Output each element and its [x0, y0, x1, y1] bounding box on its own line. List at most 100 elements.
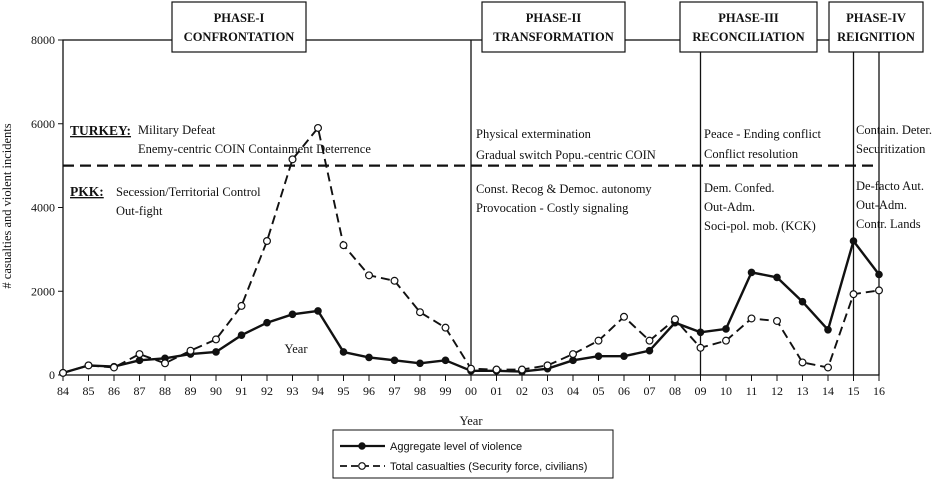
- total-casualties-point: [619, 312, 628, 321]
- phase2-pkk-strategy: Const. Recog & Democ. autonomy: [476, 182, 652, 196]
- total-casualties-point: [288, 155, 297, 164]
- aggregate-violence-point: [263, 318, 271, 327]
- aggregate-violence-point: [747, 268, 756, 277]
- aggregate-violence-point: [339, 348, 348, 356]
- aggregate-violence-point: [416, 359, 424, 368]
- aggregate-violence-point: [441, 356, 450, 365]
- phase-headers: PHASE-I CONFRONTATION PHASE-II TRANSFORMATI…: [171, 1, 924, 53]
- x-tick-label: 98: [414, 384, 426, 398]
- phase-header-line: PHASE-IV: [846, 11, 906, 25]
- aggregate-violence-point: [849, 237, 858, 245]
- total-casualties-point: [670, 315, 679, 324]
- total-casualties-point: [339, 241, 348, 250]
- x-tick-label: 94: [312, 384, 324, 398]
- y-tick-label: 6000: [31, 117, 55, 131]
- x-tick-label: 92: [261, 384, 273, 398]
- x-tick-label: 06: [618, 384, 630, 398]
- x-tick-label: 02: [516, 384, 528, 398]
- x-tick-label: 04: [567, 384, 579, 398]
- phase-header-box: [679, 1, 818, 53]
- phase4-pkk-strategy: Contr. Lands: [856, 217, 921, 231]
- phase-header-line: REIGNITION: [837, 30, 915, 44]
- phase1-pkk-strategy: Out-fight: [116, 204, 163, 218]
- phase-header-line: PHASE-II: [526, 11, 582, 25]
- phase-header-line: TRANSFORMATION: [493, 30, 614, 44]
- y-tick-label: 8000: [31, 33, 55, 47]
- total-casualties-point: [135, 350, 144, 359]
- aggregate-violence-point: [237, 331, 246, 340]
- aggregate-violence-point: [569, 356, 577, 365]
- total-casualties-point: [798, 358, 807, 367]
- x-tick-label: 07: [644, 384, 656, 398]
- aggregate-violence-point: [798, 297, 807, 306]
- total-casualties-point: [263, 237, 272, 246]
- phase-header-line: PHASE-III: [718, 11, 779, 25]
- phase4-turkey-strategy: Securitization: [856, 142, 926, 156]
- x-tick-label: 86: [108, 384, 120, 398]
- y-tick-label: 4000: [31, 201, 55, 215]
- x-tick-label: 13: [797, 384, 809, 398]
- aggregate-violence-point: [824, 325, 832, 334]
- x-tick-label: 15: [848, 384, 860, 398]
- phase-header-box: [481, 1, 626, 53]
- legend-entry-label: Aggregate level of violence: [390, 441, 522, 453]
- x-tick-label: 85: [83, 384, 95, 398]
- total-casualties-point: [58, 368, 67, 377]
- total-casualties-point: [109, 363, 118, 372]
- total-casualties-point: [441, 323, 450, 332]
- phase3-pkk-strategy: Out-Adm.: [704, 200, 755, 214]
- total-casualties-point: [568, 350, 577, 359]
- y-axis-title: # casualties and violent incidents: [0, 123, 14, 288]
- phase3-pkk-strategy: Dem. Confed.: [704, 181, 774, 195]
- phase-header-line: PHASE-I: [214, 11, 265, 25]
- x-tick-label: 09: [695, 384, 707, 398]
- aggregate-violence-point: [390, 356, 399, 365]
- legend: Aggregate level of violence Total casualt…: [332, 429, 614, 479]
- x-tick-label: 10: [720, 384, 732, 398]
- phase3-turkey-strategy: Conflict resolution: [704, 147, 799, 161]
- total-casualties-point: [390, 276, 399, 285]
- total-casualties-point: [517, 365, 526, 374]
- aggregate-violence-point: [645, 346, 654, 355]
- total-casualties-point: [721, 336, 730, 345]
- total-casualties-point: [594, 336, 603, 345]
- phase1-pkk-strategy: Secession/Territorial Control: [116, 185, 261, 199]
- total-casualties-point: [161, 359, 170, 368]
- aggregate-violence-point: [696, 328, 705, 337]
- phase4-pkk-strategy: De-facto Aut.: [856, 179, 924, 193]
- x-tick-label: 88: [159, 384, 171, 398]
- total-casualties-point: [84, 361, 93, 370]
- total-casualties-point: [492, 365, 501, 374]
- x-tick-label: 11: [746, 384, 758, 398]
- x-tick-label: 97: [389, 384, 401, 398]
- aggregate-violence-point: [620, 352, 628, 360]
- phase4-turkey-strategy: Contain. Deter.: [856, 123, 932, 137]
- total-casualties-point: [467, 364, 476, 373]
- phase4-pkk-strategy: Out-Adm.: [856, 198, 907, 212]
- legend-marker-open: [358, 462, 366, 470]
- total-casualties-point: [747, 314, 756, 323]
- x-tick-label: 91: [236, 384, 248, 398]
- total-casualties-point: [543, 361, 552, 370]
- x-tick-label: 03: [542, 384, 554, 398]
- legend-entry-label: Total casualties (Security force, civili…: [390, 461, 587, 473]
- aggregate-violence-point: [594, 352, 603, 360]
- phase-dividers: [63, 40, 879, 375]
- phase-header-line: RECONCILIATION: [692, 30, 804, 44]
- x-tick-label: 01: [491, 384, 503, 398]
- total-casualties-point: [772, 316, 781, 325]
- total-casualties-point: [696, 343, 705, 352]
- phase-header-line: CONFRONTATION: [184, 30, 295, 44]
- total-casualties-point: [237, 301, 246, 310]
- x-tick-label: 93: [287, 384, 299, 398]
- total-casualties-point: [823, 363, 832, 372]
- x-tick-label: 99: [440, 384, 452, 398]
- legend-marker-filled: [358, 442, 366, 450]
- phase1-turkey-strategy: Military Defeat: [138, 123, 216, 137]
- x-tick-label: 95: [338, 384, 350, 398]
- y-tick-label: 0: [49, 368, 55, 382]
- x-tick-label: 14: [822, 384, 834, 398]
- x-tick-label: 96: [363, 384, 375, 398]
- phase3-turkey-strategy: Peace - Ending conflict: [704, 127, 821, 141]
- y-axis: 0 2000 4000 6000 8000: [31, 33, 63, 382]
